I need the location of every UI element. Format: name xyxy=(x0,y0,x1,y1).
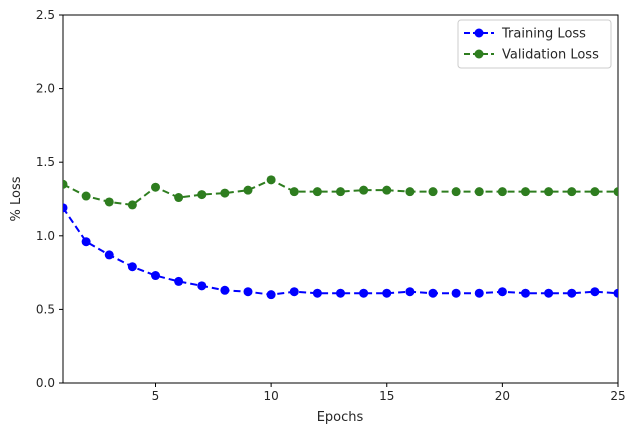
y-tick-label: 0.0 xyxy=(36,376,55,390)
legend xyxy=(457,19,612,69)
y-tick-label: 1.0 xyxy=(36,229,55,243)
y-tick-label: 2.5 xyxy=(36,8,55,22)
data-point xyxy=(359,288,369,298)
x-tick-label: 10 xyxy=(263,389,278,403)
legend-label: Training Loss xyxy=(501,27,586,42)
y-tick-label: 2.0 xyxy=(36,82,55,96)
data-point xyxy=(405,287,415,297)
data-point xyxy=(220,188,230,198)
data-point xyxy=(243,287,253,297)
data-point xyxy=(243,185,253,195)
data-point xyxy=(312,288,322,298)
data-point xyxy=(127,262,137,272)
data-point xyxy=(567,288,577,298)
series-training-loss xyxy=(63,203,618,300)
data-point xyxy=(266,175,276,185)
legend-swatch-marker xyxy=(474,28,484,38)
data-point xyxy=(474,187,484,197)
data-point xyxy=(428,288,438,298)
x-tick-label: 15 xyxy=(379,389,394,403)
data-point xyxy=(613,187,618,197)
legend-label: Validation Loss xyxy=(502,48,599,63)
data-point xyxy=(197,281,207,291)
data-point xyxy=(382,288,392,298)
legend-entry: Validation Loss xyxy=(464,48,599,63)
series-validation-loss xyxy=(63,175,618,210)
data-point xyxy=(544,288,554,298)
x-tick-label: 20 xyxy=(495,389,510,403)
data-point xyxy=(382,185,392,195)
data-point xyxy=(613,288,618,298)
data-point xyxy=(289,187,299,197)
data-point xyxy=(81,191,91,201)
data-point xyxy=(81,237,91,247)
data-point xyxy=(590,287,600,297)
data-point xyxy=(174,276,184,286)
data-point xyxy=(544,187,554,197)
data-point xyxy=(451,187,461,197)
data-point xyxy=(63,203,68,213)
data-point xyxy=(151,182,160,192)
x-axis-label: Epochs xyxy=(317,410,364,425)
data-point xyxy=(63,179,68,189)
x-tick-label: 25 xyxy=(610,389,625,403)
y-tick-label: 0.5 xyxy=(36,302,55,316)
data-point xyxy=(197,190,207,200)
data-point xyxy=(312,187,322,197)
data-point xyxy=(567,187,577,197)
data-point xyxy=(497,187,507,197)
data-point xyxy=(428,187,438,197)
data-point xyxy=(590,187,600,197)
data-point xyxy=(127,200,137,210)
data-point xyxy=(289,287,299,297)
data-point xyxy=(474,288,484,298)
legend-entry: Training Loss xyxy=(464,27,586,42)
data-point xyxy=(104,250,114,260)
data-point xyxy=(521,187,530,197)
data-point xyxy=(359,185,369,195)
data-point xyxy=(451,288,461,298)
data-point xyxy=(405,187,415,197)
legend-swatch-marker xyxy=(474,49,484,59)
data-point xyxy=(336,187,345,197)
data-point xyxy=(174,193,184,203)
data-point xyxy=(266,290,276,300)
y-axis-label: % Loss xyxy=(9,176,24,221)
data-point xyxy=(497,287,507,297)
data-point xyxy=(151,271,160,281)
data-point xyxy=(336,288,345,298)
data-point xyxy=(521,288,530,298)
x-tick-label: 5 xyxy=(152,389,160,403)
data-point xyxy=(104,197,114,207)
y-tick-label: 1.5 xyxy=(36,155,55,169)
data-point xyxy=(220,285,230,295)
plot-area xyxy=(62,14,619,384)
